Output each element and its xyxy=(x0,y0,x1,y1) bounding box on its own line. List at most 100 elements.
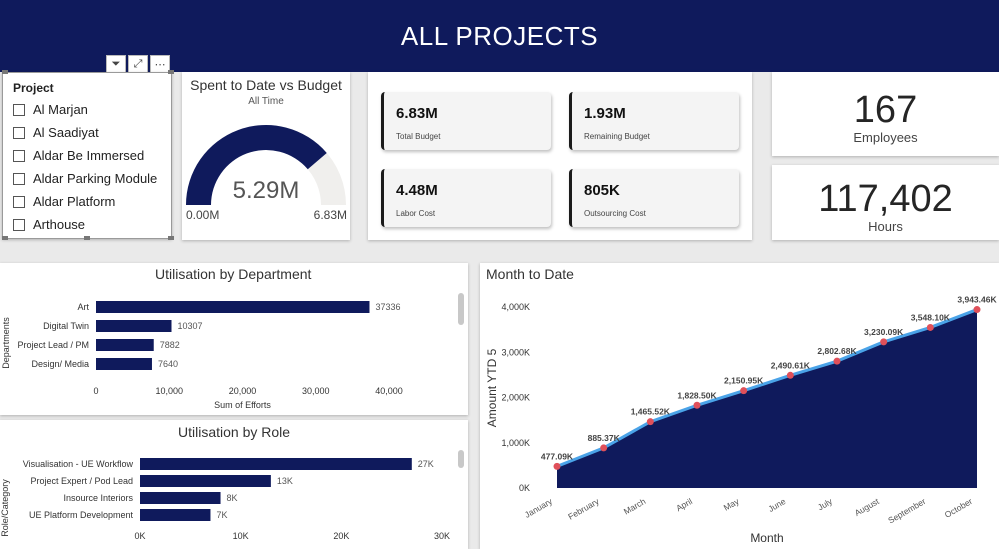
data-label: 7640 xyxy=(158,359,178,369)
y-axis-label: Role/Category xyxy=(0,479,10,537)
x-axis-label: Sum of Efforts xyxy=(214,400,271,410)
tick-label: 30K xyxy=(434,531,450,541)
role-bar-svg: Role/Category Visualisation - UE Workflow… xyxy=(0,458,450,541)
data-label: 2,150.95K xyxy=(724,376,764,386)
utilisation-by-department-chart: Utilisation by Department Departments Art… xyxy=(0,263,468,415)
data-point xyxy=(926,323,934,331)
slicer-item[interactable]: Aldar Platform xyxy=(13,190,163,213)
series-line xyxy=(556,308,978,468)
category-label: May xyxy=(722,496,742,513)
category-label: August xyxy=(853,496,881,518)
checkbox[interactable] xyxy=(13,103,25,116)
tick-label: 10K xyxy=(233,531,249,541)
checkbox[interactable] xyxy=(13,126,25,139)
resize-handle[interactable] xyxy=(168,70,174,74)
chart-title: Utilisation by Department xyxy=(155,266,312,282)
category-label: October xyxy=(943,496,974,520)
slicer-item[interactable]: Aldar Parking Module xyxy=(13,167,163,190)
gauge-max: 6.83M xyxy=(314,208,347,222)
tick-label: 20,000 xyxy=(229,386,257,396)
y-axis-label: Amount YTD 5 xyxy=(485,348,499,427)
gauge-fill xyxy=(186,125,327,205)
data-label: 37336 xyxy=(375,302,400,312)
bar xyxy=(140,458,412,470)
category-label: January xyxy=(523,496,555,520)
category-label: June xyxy=(766,496,787,514)
data-label: 3,943.46K xyxy=(957,295,997,305)
kpi-label: Total Budget xyxy=(396,132,441,141)
data-point xyxy=(880,338,888,346)
category-label: Art xyxy=(77,302,89,312)
y-axis-label: Departments xyxy=(1,317,11,369)
kpi-value: 6.83M xyxy=(396,105,438,122)
checkbox[interactable] xyxy=(13,149,25,162)
data-label: 7K xyxy=(216,510,227,520)
data-label: 2,802.68K xyxy=(817,346,857,356)
visual-header-toolbar: ⏷ ⤢ ⋯ xyxy=(106,55,174,73)
slicer-item[interactable]: Arthouse xyxy=(13,213,163,236)
kpi-label: Outsourcing Cost xyxy=(584,209,646,218)
tick-label: 0K xyxy=(134,531,145,541)
slicer-item-label: Al Marjan xyxy=(33,102,88,117)
slicer-title: Project xyxy=(13,81,54,95)
x-axis-label: Month xyxy=(750,531,783,545)
slicer-item[interactable]: Al Marjan xyxy=(13,98,163,121)
bar xyxy=(140,509,211,521)
data-label: 3,230.09K xyxy=(864,327,904,337)
kpi-remaining-budget: 1.93M Remaining Budget xyxy=(569,92,739,150)
data-label: 8K xyxy=(227,493,238,503)
focus-mode-icon[interactable]: ⤢ xyxy=(128,55,148,73)
tick-label: 10,000 xyxy=(155,386,183,396)
slicer-item-label: Arthouse xyxy=(33,217,86,232)
data-label: 3,548.10K xyxy=(911,312,951,322)
checkbox[interactable] xyxy=(13,218,25,231)
kpi-value: 1.93M xyxy=(584,105,626,122)
bar xyxy=(96,320,172,332)
bar xyxy=(140,475,271,487)
category-label: Project Lead / PM xyxy=(17,340,89,350)
tick-label: 1,000K xyxy=(501,438,530,448)
data-label: 885.37K xyxy=(588,433,621,443)
category-label: September xyxy=(886,496,927,526)
tick-label: 2,000K xyxy=(501,393,530,403)
chart-title: Utilisation by Role xyxy=(178,424,291,440)
tick-label: 40,000 xyxy=(375,386,403,396)
data-point xyxy=(973,306,981,314)
tick-label: 4,000K xyxy=(501,302,530,312)
data-label: 27K xyxy=(418,459,434,469)
kpi-outsourcing-cost: 805K Outsourcing Cost xyxy=(569,169,739,227)
resize-handle[interactable] xyxy=(2,70,8,74)
chart-title: Month to Date xyxy=(486,266,574,282)
slicer-item[interactable]: Al Saadiyat xyxy=(13,121,163,144)
scrollbar[interactable] xyxy=(458,293,464,325)
resize-handle[interactable] xyxy=(84,236,90,240)
data-label: 7882 xyxy=(160,340,180,350)
checkbox[interactable] xyxy=(13,195,25,208)
tick-label: 30,000 xyxy=(302,386,330,396)
employees-value: 167 xyxy=(853,89,918,131)
gauge-min: 0.00M xyxy=(186,208,219,222)
filter-icon[interactable]: ⏷ xyxy=(106,55,126,73)
project-slicer: Project Al Marjan Al Saadiyat Aldar Be Imm… xyxy=(2,72,172,239)
category-label: July xyxy=(816,496,835,513)
data-point xyxy=(740,387,748,395)
data-point xyxy=(693,401,701,409)
bar xyxy=(96,339,154,351)
data-point xyxy=(646,418,654,426)
data-label: 477.09K xyxy=(541,451,574,461)
employees-label: Employees xyxy=(853,130,918,145)
employees-card: 167 Employees xyxy=(772,72,999,156)
tick-label: 3,000K xyxy=(501,347,530,357)
category-label: Insource Interiors xyxy=(63,493,133,503)
kpi-total-budget: 6.83M Total Budget xyxy=(381,92,551,150)
checkbox[interactable] xyxy=(13,172,25,185)
slicer-item[interactable]: Aldar Be Immersed xyxy=(13,144,163,167)
bar xyxy=(96,358,152,370)
scrollbar[interactable] xyxy=(458,450,464,468)
hours-card: 117,402 Hours xyxy=(772,165,999,240)
resize-handle[interactable] xyxy=(168,236,174,240)
more-options-icon[interactable]: ⋯ xyxy=(150,55,170,73)
resize-handle[interactable] xyxy=(2,236,8,240)
category-label: Design/ Media xyxy=(31,359,89,369)
kpi-label: Remaining Budget xyxy=(584,132,650,141)
